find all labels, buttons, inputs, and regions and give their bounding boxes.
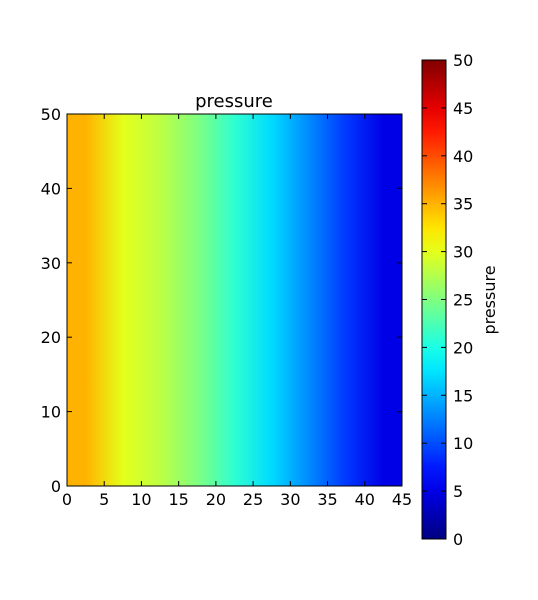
y-tick-label: 10 [41,403,61,422]
colorbar-axis: 0 5 10 15 20 25 30 35 40 45 50 [422,51,473,549]
colorbar-tick-label: 35 [453,195,473,214]
y-tick-label: 30 [41,254,61,273]
x-tick-label: 30 [280,490,300,509]
y-tick-label: 20 [41,328,61,347]
x-tick-label: 45 [392,490,412,509]
y-tick-label: 0 [51,477,61,496]
colorbar-tick-label: 10 [453,434,473,453]
y-tick-label: 50 [41,105,61,124]
y-tick-label: 40 [41,179,61,198]
colorbar-tick-label: 15 [453,386,473,405]
x-axis: 0 5 10 15 20 25 30 35 40 45 [62,114,412,509]
x-tick-label: 35 [317,490,337,509]
colorbar-tick-label: 5 [453,482,463,501]
colorbar-tick-label: 40 [453,147,473,166]
x-tick-label: 10 [131,490,151,509]
colorbar-tick-label: 45 [453,99,473,118]
colorbar-label: pressure [480,265,499,334]
chart-title: pressure [195,91,273,112]
colorbar-tick-label: 30 [453,243,473,262]
x-tick-label: 15 [168,490,188,509]
colorbar-tick-label: 0 [453,530,463,549]
y-axis: 0 10 20 30 40 50 [41,105,402,496]
x-tick-label: 40 [355,490,375,509]
x-tick-label: 5 [99,490,109,509]
x-tick-label: 25 [243,490,263,509]
x-tick-label: 20 [206,490,226,509]
plot-frame [66,113,403,487]
heatmap-field [67,114,402,486]
colorbar-tick-label: 25 [453,291,473,310]
colorbar-tick-label: 50 [453,51,473,70]
x-tick-label: 0 [62,490,72,509]
colorbar-tick-label: 20 [453,338,473,357]
